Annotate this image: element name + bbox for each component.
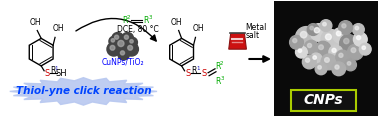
Circle shape bbox=[107, 42, 121, 56]
Circle shape bbox=[293, 38, 297, 43]
Circle shape bbox=[111, 39, 115, 42]
Circle shape bbox=[128, 37, 138, 47]
Circle shape bbox=[339, 53, 343, 57]
Circle shape bbox=[125, 42, 138, 56]
Text: R: R bbox=[192, 66, 197, 75]
Circle shape bbox=[362, 46, 366, 49]
Text: R: R bbox=[122, 16, 127, 25]
Circle shape bbox=[307, 24, 319, 35]
Circle shape bbox=[314, 28, 319, 33]
Circle shape bbox=[325, 34, 332, 40]
Circle shape bbox=[345, 59, 356, 71]
Circle shape bbox=[118, 48, 130, 60]
Text: S: S bbox=[45, 69, 50, 78]
Circle shape bbox=[112, 33, 124, 44]
Circle shape bbox=[336, 50, 350, 64]
Circle shape bbox=[302, 55, 316, 69]
Circle shape bbox=[305, 58, 310, 62]
Circle shape bbox=[310, 24, 328, 41]
Polygon shape bbox=[229, 33, 246, 49]
Text: SH: SH bbox=[56, 69, 68, 78]
Circle shape bbox=[323, 22, 326, 26]
Text: 2: 2 bbox=[220, 61, 224, 66]
Circle shape bbox=[310, 53, 322, 65]
Circle shape bbox=[315, 63, 327, 75]
Circle shape bbox=[335, 65, 339, 69]
Text: Thiol-yne click reaction: Thiol-yne click reaction bbox=[15, 86, 151, 96]
Text: 1: 1 bbox=[196, 66, 200, 71]
Circle shape bbox=[115, 35, 119, 39]
Text: salt: salt bbox=[245, 31, 260, 40]
Circle shape bbox=[130, 40, 133, 43]
Circle shape bbox=[310, 26, 313, 30]
Circle shape bbox=[336, 31, 341, 36]
Circle shape bbox=[351, 48, 356, 53]
Circle shape bbox=[333, 28, 349, 43]
Text: S: S bbox=[186, 69, 191, 78]
Circle shape bbox=[318, 66, 321, 69]
Text: 1: 1 bbox=[55, 66, 58, 71]
Circle shape bbox=[122, 33, 133, 44]
Text: DCE, 80 °C: DCE, 80 °C bbox=[116, 25, 158, 34]
Circle shape bbox=[110, 45, 115, 50]
Text: R: R bbox=[215, 77, 221, 86]
Circle shape bbox=[124, 35, 129, 39]
Circle shape bbox=[352, 24, 364, 35]
Circle shape bbox=[359, 43, 371, 55]
Text: R: R bbox=[215, 62, 221, 71]
Circle shape bbox=[307, 43, 311, 48]
Circle shape bbox=[339, 21, 352, 34]
Circle shape bbox=[296, 27, 317, 48]
Circle shape bbox=[356, 36, 361, 40]
Circle shape bbox=[325, 58, 329, 62]
Polygon shape bbox=[10, 78, 157, 105]
Circle shape bbox=[296, 46, 307, 58]
FancyBboxPatch shape bbox=[274, 1, 378, 116]
Circle shape bbox=[290, 35, 304, 49]
Circle shape bbox=[109, 36, 119, 46]
Circle shape bbox=[344, 38, 349, 44]
Circle shape bbox=[347, 44, 363, 60]
Text: CuNPs/TiO₂: CuNPs/TiO₂ bbox=[101, 57, 144, 66]
Circle shape bbox=[313, 56, 316, 59]
Circle shape bbox=[118, 40, 124, 47]
Circle shape bbox=[353, 33, 367, 46]
Text: 2: 2 bbox=[127, 15, 130, 20]
Circle shape bbox=[340, 34, 357, 52]
Circle shape bbox=[321, 54, 337, 70]
Circle shape bbox=[114, 36, 132, 54]
Circle shape bbox=[329, 45, 342, 59]
Text: 3: 3 bbox=[220, 76, 224, 81]
Circle shape bbox=[321, 29, 341, 49]
Circle shape bbox=[332, 48, 336, 52]
Text: OH: OH bbox=[193, 24, 204, 33]
Circle shape bbox=[128, 45, 133, 50]
Circle shape bbox=[320, 20, 332, 31]
Circle shape bbox=[347, 62, 351, 65]
Circle shape bbox=[342, 24, 346, 28]
Text: CNPs: CNPs bbox=[304, 93, 343, 107]
Text: R: R bbox=[50, 66, 56, 75]
FancyBboxPatch shape bbox=[291, 90, 356, 111]
Text: R: R bbox=[144, 16, 149, 25]
Circle shape bbox=[298, 49, 302, 52]
Circle shape bbox=[355, 26, 359, 30]
Circle shape bbox=[301, 31, 307, 38]
Circle shape bbox=[121, 51, 124, 55]
Circle shape bbox=[315, 41, 331, 57]
Text: Metal: Metal bbox=[245, 23, 267, 32]
Text: OH: OH bbox=[29, 18, 41, 27]
Text: OH: OH bbox=[52, 24, 64, 33]
Text: S: S bbox=[201, 69, 207, 78]
Text: 3: 3 bbox=[149, 15, 152, 20]
Circle shape bbox=[332, 62, 345, 76]
Text: OH: OH bbox=[171, 18, 183, 27]
Circle shape bbox=[319, 45, 324, 50]
Circle shape bbox=[304, 40, 318, 54]
